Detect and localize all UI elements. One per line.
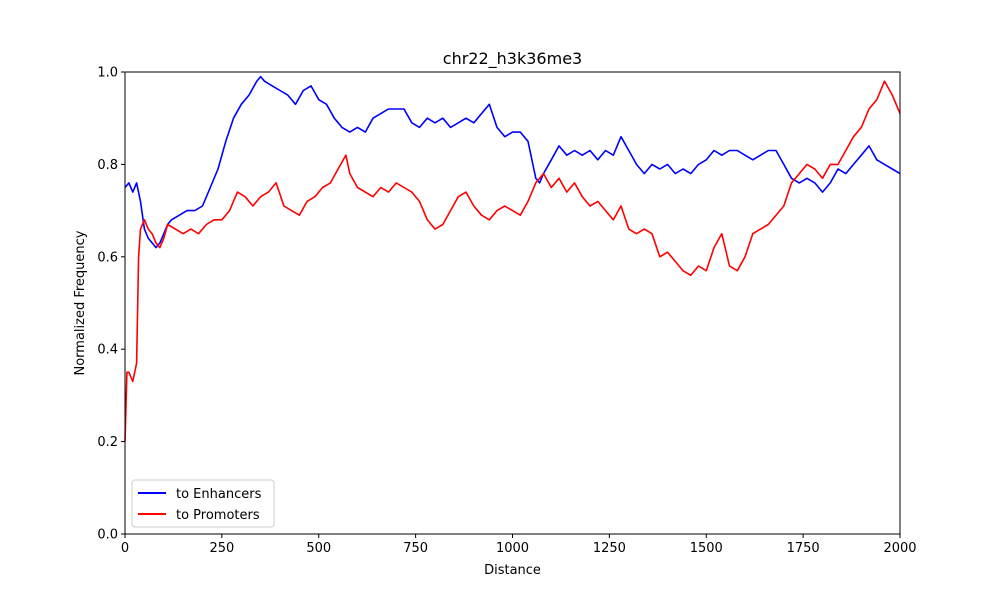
x-tick-label: 250 [209, 541, 234, 556]
y-tick-label: 0.4 [97, 343, 118, 358]
x-tick-label: 1000 [496, 541, 529, 556]
y-tick-label: 1.0 [97, 66, 118, 81]
legend: to Enhancers to Promoters [131, 479, 275, 528]
plot-frame [124, 71, 901, 535]
y-tick-label: 0.6 [97, 250, 118, 265]
series-line-enhancers [124, 75, 901, 249]
x-tick-label: 0 [121, 541, 129, 556]
y-tick-label: 0.8 [97, 158, 118, 173]
x-tick-label: 1250 [593, 541, 626, 556]
legend-box [131, 479, 275, 528]
y-tick-label: 0.0 [97, 528, 118, 543]
legend-label-promoters: to Promoters [176, 508, 260, 523]
x-tick-label: 1750 [787, 541, 820, 556]
x-tick-label: 2000 [883, 541, 916, 556]
x-axis-label: Distance [484, 563, 541, 578]
x-tick-label: 750 [403, 541, 428, 556]
y-tick-label: 0.2 [97, 435, 118, 450]
legend-label-enhancers: to Enhancers [176, 487, 262, 502]
chart-title: chr22_h3k36me3 [443, 49, 582, 69]
y-axis-label: Normalized Frequency [73, 230, 88, 375]
series-line-promoters [124, 80, 901, 442]
x-tick-label: 1500 [690, 541, 723, 556]
x-tick-label: 500 [306, 541, 331, 556]
